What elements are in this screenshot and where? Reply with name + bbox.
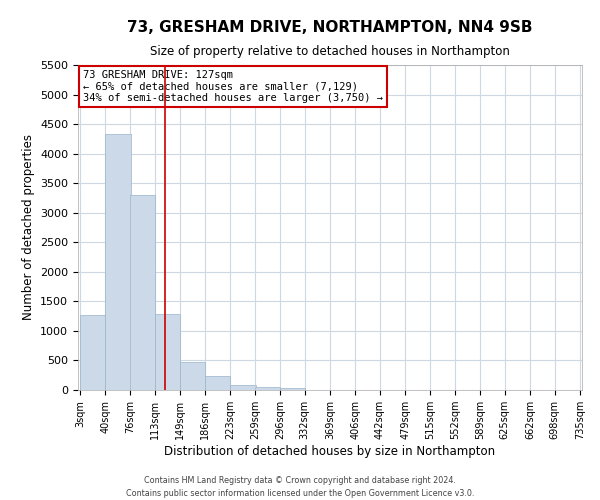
X-axis label: Distribution of detached houses by size in Northampton: Distribution of detached houses by size … (164, 445, 496, 458)
Bar (205, 376, 230, 390)
Y-axis label: Number of detached properties: Number of detached properties (22, 134, 35, 320)
Bar (80, 315, 106, 390)
Text: 73 GRESHAM DRIVE: 127sqm
← 65% of detached houses are smaller (7,129)
34% of sem: 73 GRESHAM DRIVE: 127sqm ← 65% of detach… (83, 70, 383, 103)
Bar (230, 384, 256, 390)
Bar (280, 388, 305, 390)
Bar (130, 195, 155, 390)
Text: 73, GRESHAM DRIVE, NORTHAMPTON, NN4 9SB: 73, GRESHAM DRIVE, NORTHAMPTON, NN4 9SB (127, 20, 533, 35)
Bar (180, 362, 205, 390)
Text: Size of property relative to detached houses in Northampton: Size of property relative to detached ho… (150, 45, 510, 58)
Bar (106, 134, 131, 390)
Bar (255, 387, 280, 390)
Text: Contains HM Land Registry data © Crown copyright and database right 2024.
Contai: Contains HM Land Registry data © Crown c… (126, 476, 474, 498)
Bar (155, 314, 181, 390)
